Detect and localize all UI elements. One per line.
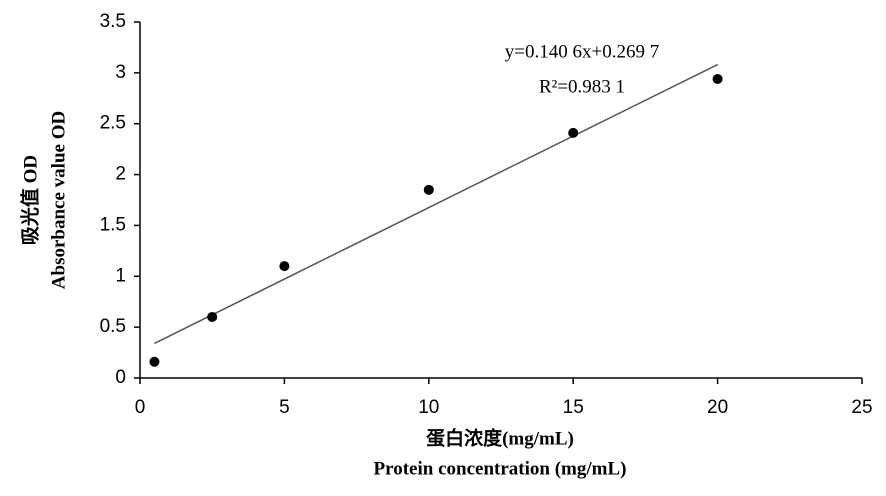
y-axis-label: Absorbance value OD — [48, 111, 69, 289]
data-point — [712, 73, 723, 84]
r-squared: R²=0.983 1 — [539, 76, 625, 97]
x-tick-label: 10 — [418, 397, 439, 418]
x-tick-label: 15 — [563, 397, 584, 418]
x-tick-label: 25 — [851, 397, 872, 418]
y-tick-label: 0.5 — [100, 316, 126, 337]
y-tick-label: 3 — [115, 62, 126, 83]
y-axis-label: 吸光值 OD — [18, 155, 41, 245]
y-tick-label: 3.5 — [100, 11, 126, 32]
x-axis-label: 蛋白浓度(mg/mL) — [426, 426, 574, 449]
y-tick-label: 0 — [115, 367, 126, 388]
data-point — [568, 127, 579, 138]
x-tick-label: 20 — [707, 397, 728, 418]
y-tick-label: 1.5 — [100, 214, 126, 235]
x-tick-label: 0 — [135, 397, 146, 418]
trendline — [154, 63, 718, 345]
y-tick-label: 2.5 — [100, 113, 126, 134]
data-point — [423, 184, 434, 195]
x-tick-label: 5 — [279, 397, 290, 418]
y-tick-label: 1 — [115, 265, 126, 286]
data-point — [279, 261, 290, 272]
y-tick-label: 2 — [115, 164, 126, 185]
equation: y=0.140 6x+0.269 7 — [505, 41, 659, 62]
x-axis-label: Protein concentration (mg/mL) — [374, 458, 627, 479]
data-point — [149, 356, 160, 367]
data-point — [207, 311, 218, 322]
